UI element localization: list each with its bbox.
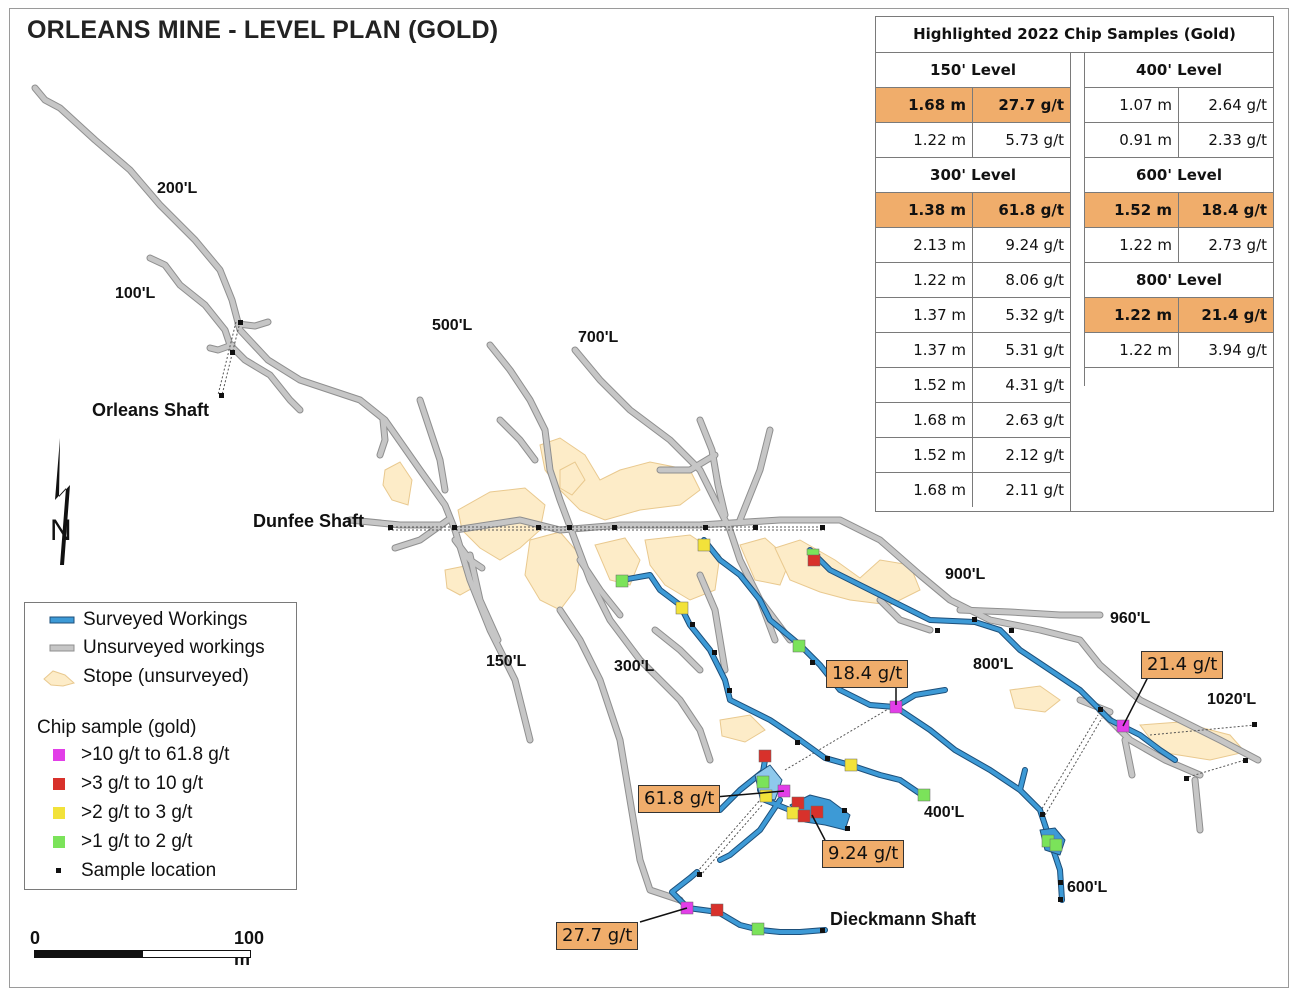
level-label: 200'L — [157, 180, 198, 197]
north-label: N — [50, 514, 72, 547]
table-row: 1.68 m 27.7 g/t — [876, 88, 1070, 123]
level-label: 300'L — [614, 658, 655, 675]
table-row: 1.22 m 21.4 g/t — [1085, 298, 1273, 333]
scale-zero-label: 0 — [30, 928, 41, 948]
orleans-shaft-label: Orleans Shaft — [92, 400, 209, 420]
stope — [1009, 685, 1061, 713]
table-level-header: 300' Level — [876, 158, 1070, 193]
scale-bar: 0 100 m — [30, 928, 264, 969]
scale-bar-white — [142, 950, 251, 958]
chip-sample-3-10 — [710, 903, 724, 917]
chip-sample-3-10 — [797, 809, 811, 823]
stope — [559, 461, 586, 496]
stope — [382, 461, 413, 506]
table-row: 1.22 m 2.73 g/t — [1085, 228, 1273, 263]
stope — [524, 531, 581, 611]
level-label: 960'L — [1110, 610, 1151, 627]
grade-callout: 9.24 g/t — [822, 840, 905, 868]
scale-bar-black — [34, 950, 144, 958]
shaft-labels: Orleans Shaft Dunfee Shaft Dieckmann Sha… — [92, 400, 976, 929]
level-label: 800'L — [973, 656, 1014, 673]
table-row: 1.07 m 2.64 g/t — [1085, 88, 1273, 123]
level-label: 700'L — [578, 329, 619, 346]
table-row: 1.52 m 2.12 g/t — [876, 438, 1070, 473]
table-row: 1.52 m 18.4 g/t — [1085, 193, 1273, 228]
chip-sample-3-10 — [758, 749, 772, 763]
table-row: 1.22 m 3.94 g/t — [1085, 333, 1273, 368]
chip-sample-1-2 — [806, 548, 820, 556]
table-row: 1.22 m 5.73 g/t — [876, 123, 1070, 158]
sample-locations — [219, 320, 1257, 933]
stope — [719, 714, 766, 743]
table-title: Highlighted 2022 Chip Samples (Gold) — [876, 17, 1273, 53]
stope — [774, 539, 921, 606]
table-level-header: 600' Level — [1085, 158, 1273, 193]
chip-sample-1-2 — [792, 639, 806, 653]
grade-callout: 61.8 g/t — [638, 785, 721, 813]
level-label: 900'L — [945, 566, 986, 583]
table-row: 1.68 m 2.11 g/t — [876, 473, 1070, 507]
chip-sample-1-2 — [615, 574, 629, 588]
table-left-column: 150' Level 1.68 m 27.7 g/t 1.22 m 5.73 g/t… — [876, 53, 1071, 511]
table-level-header: 150' Level — [876, 53, 1070, 88]
grade-gt10-swatch-icon — [53, 749, 65, 761]
grade-1-2-swatch-icon — [53, 836, 65, 848]
grade-callout: 18.4 g/t — [826, 660, 909, 688]
table-level-header: 400' Level — [1085, 53, 1273, 88]
table-level-header: 800' Level — [1085, 263, 1273, 298]
table-row: 1.38 m 61.8 g/t — [876, 193, 1070, 228]
callout-leaders — [639, 676, 1149, 923]
shaft-connections — [217, 321, 1256, 877]
chip-sample-table: Highlighted 2022 Chip Samples (Gold) 150… — [875, 16, 1274, 512]
chip-sample-3-10 — [810, 805, 824, 819]
stope — [539, 437, 701, 521]
chip-sample-2-3 — [786, 806, 800, 820]
table-row: 1.37 m 5.32 g/t — [876, 298, 1070, 333]
level-label: 1020'L — [1207, 691, 1256, 708]
dunfee-shaft-label: Dunfee Shaft — [253, 511, 364, 531]
chip-sample-1-2 — [751, 922, 765, 936]
table-row: 2.13 m 9.24 g/t — [876, 228, 1070, 263]
chip-sample-1-2 — [917, 788, 931, 802]
level-label: 150'L — [486, 653, 527, 670]
table-row: 1.22 m 8.06 g/t — [876, 263, 1070, 298]
level-label: 400'L — [924, 804, 965, 821]
chip-sample-3-10 — [807, 553, 821, 567]
map-legend: Surveyed Workings Unsurveyed workings St… — [24, 602, 297, 890]
grade-2-3-swatch-icon — [53, 807, 65, 819]
chip-sample-2-3 — [697, 538, 711, 552]
scale-max-label: 100 m — [234, 928, 265, 969]
grade-callout: 27.7 g/t — [556, 922, 639, 950]
level-label: 600'L — [1067, 879, 1108, 896]
unsurveyed-swatch-icon — [49, 644, 75, 652]
table-row: 1.37 m 5.31 g/t — [876, 333, 1070, 368]
table-row: 0.91 m 2.33 g/t — [1085, 123, 1273, 158]
table-right-column: 400' Level 1.07 m 2.64 g/t 0.91 m 2.33 g/t… — [1084, 53, 1273, 386]
table-row: 1.52 m 4.31 g/t — [876, 368, 1070, 403]
table-row: 1.68 m 2.63 g/t — [876, 403, 1070, 438]
grade-3-10-swatch-icon — [53, 778, 65, 790]
north-arrow-icon: N — [50, 438, 72, 565]
grade-callout: 21.4 g/t — [1141, 651, 1224, 679]
chip-sample-2-3 — [675, 601, 689, 615]
sample-location-icon — [56, 868, 61, 873]
level-label: 500'L — [432, 317, 473, 334]
map-title: ORLEANS MINE - LEVEL PLAN (GOLD) — [27, 16, 499, 44]
chip-sample-1-2 — [756, 775, 770, 789]
stope — [594, 537, 641, 586]
surveyed-swatch-icon — [49, 616, 75, 624]
level-label: 100'L — [115, 285, 156, 302]
dieckmann-shaft-label: Dieckmann Shaft — [830, 909, 976, 929]
chip-sample-1-2 — [1049, 838, 1063, 852]
stope-swatch-icon — [43, 670, 76, 687]
chip-sample-2-3 — [844, 758, 858, 772]
level-labels: 200'L 100'L 500'L 700'L 150'L 300'L 900'… — [115, 180, 1256, 896]
